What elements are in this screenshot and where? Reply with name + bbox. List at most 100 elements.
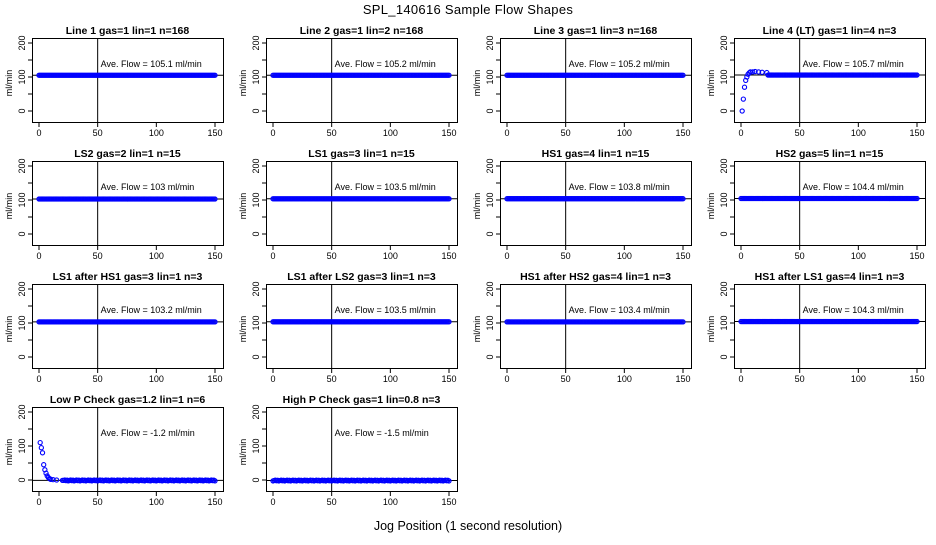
figure-title: SPL_140616 Sample Flow Shapes bbox=[362, 2, 574, 17]
chart-panel-11: HS1 after HS2 gas=4 lin=1 n=3 Ave. Flow =… bbox=[472, 271, 692, 384]
chart-panel-4: Line 4 (LT) gas=1 lin=4 n=3 Ave. Flow = 1… bbox=[706, 25, 926, 138]
chart-panel-2: Line 2 gas=1 lin=2 n=168 Ave. Flow = 105.… bbox=[238, 25, 458, 138]
x-tick-label: 50 bbox=[327, 374, 337, 384]
data-point bbox=[39, 450, 46, 456]
data-points bbox=[504, 196, 686, 202]
plot-frame bbox=[500, 161, 692, 246]
plot-frame bbox=[266, 284, 458, 369]
data-point bbox=[446, 478, 452, 484]
plot-frame bbox=[734, 161, 926, 246]
chart-panel-13: Low P Check gas=1.2 lin=1 n=6 Ave. Flow =… bbox=[4, 394, 224, 507]
y-tick-label: 100 bbox=[485, 69, 495, 84]
x-tick-label: 50 bbox=[93, 251, 103, 261]
panel-title: HS2 gas=5 lin=1 n=15 bbox=[776, 148, 884, 160]
data-points bbox=[36, 319, 218, 325]
y-axis-label: ml/min bbox=[238, 193, 248, 220]
data-point bbox=[53, 477, 60, 483]
plot-frame bbox=[266, 38, 458, 123]
average-flow-annotation: Ave. Flow = 103.8 ml/min bbox=[569, 182, 670, 192]
y-tick-label: 200 bbox=[17, 404, 27, 419]
x-tick-label: 150 bbox=[675, 251, 690, 261]
y-tick-label: 100 bbox=[17, 69, 27, 84]
average-flow-annotation: Ave. Flow = -1.5 ml/min bbox=[335, 428, 429, 438]
data-point bbox=[744, 74, 750, 80]
panel-title: HS1 gas=4 lin=1 n=15 bbox=[542, 148, 650, 160]
average-flow-annotation: Ave. Flow = 104.3 ml/min bbox=[803, 305, 904, 315]
data-points bbox=[739, 68, 920, 114]
panel-title: Line 3 gas=1 lin=3 n=168 bbox=[534, 25, 658, 37]
plot-frame bbox=[32, 38, 224, 123]
x-tick-label: 0 bbox=[270, 251, 275, 261]
y-axis-label: ml/min bbox=[706, 316, 716, 343]
y-tick-label: 200 bbox=[251, 404, 261, 419]
average-flow-annotation: Ave. Flow = 105.1 ml/min bbox=[101, 59, 202, 69]
average-flow-annotation: Ave. Flow = 105.2 ml/min bbox=[335, 59, 436, 69]
y-tick-label: 0 bbox=[17, 108, 27, 113]
y-tick-label: 0 bbox=[719, 354, 729, 359]
x-tick-label: 0 bbox=[270, 374, 275, 384]
y-axis-label: ml/min bbox=[4, 193, 14, 220]
x-tick-label: 50 bbox=[327, 251, 337, 261]
plot-frame bbox=[32, 407, 224, 492]
panel-title: Line 2 gas=1 lin=2 n=168 bbox=[300, 25, 424, 37]
data-point bbox=[37, 439, 43, 446]
y-tick-label: 100 bbox=[719, 69, 729, 84]
panel-title: High P Check gas=1 lin=0.8 n=3 bbox=[283, 394, 441, 406]
data-points bbox=[270, 196, 452, 202]
x-tick-label: 150 bbox=[207, 251, 222, 261]
x-tick-label: 100 bbox=[617, 251, 632, 261]
y-tick-label: 0 bbox=[719, 108, 729, 113]
x-tick-label: 150 bbox=[441, 251, 456, 261]
panel-title: HS1 after HS2 gas=4 lin=1 n=3 bbox=[520, 271, 671, 283]
chart-panel-10: LS1 after LS2 gas=3 lin=1 n=3 Ave. Flow =… bbox=[238, 271, 458, 384]
data-point bbox=[914, 72, 920, 78]
x-tick-label: 50 bbox=[327, 497, 337, 507]
x-tick-label: 100 bbox=[383, 374, 398, 384]
data-point bbox=[680, 196, 686, 202]
data-points bbox=[504, 319, 686, 325]
data-point bbox=[50, 477, 56, 483]
x-tick-label: 50 bbox=[93, 128, 103, 138]
y-tick-label: 200 bbox=[17, 35, 27, 50]
y-axis-label: ml/min bbox=[706, 193, 716, 220]
panel-title: LS1 gas=3 lin=1 n=15 bbox=[308, 148, 415, 160]
chart-panel-14: High P Check gas=1 lin=0.8 n=3 Ave. Flow … bbox=[238, 394, 458, 507]
y-tick-label: 200 bbox=[485, 281, 495, 296]
y-tick-label: 100 bbox=[17, 192, 27, 207]
x-tick-label: 150 bbox=[675, 374, 690, 384]
y-tick-label: 200 bbox=[251, 158, 261, 173]
data-points bbox=[36, 72, 218, 78]
data-point bbox=[740, 96, 746, 102]
plot-frame bbox=[500, 38, 692, 123]
average-flow-annotation: Ave. Flow = -1.2 ml/min bbox=[101, 428, 195, 438]
x-tick-label: 50 bbox=[561, 251, 571, 261]
panel-title: Line 1 gas=1 lin=1 n=168 bbox=[66, 25, 190, 37]
y-axis-label: ml/min bbox=[4, 70, 14, 97]
x-tick-label: 100 bbox=[383, 251, 398, 261]
y-axis-label: ml/min bbox=[238, 439, 248, 466]
y-tick-label: 200 bbox=[719, 35, 729, 50]
chart-panel-7: HS1 gas=4 lin=1 n=15 Ave. Flow = 103.8 ml… bbox=[472, 148, 692, 261]
plot-frame bbox=[734, 284, 926, 369]
x-tick-label: 0 bbox=[738, 251, 743, 261]
plot-frame bbox=[32, 284, 224, 369]
x-tick-label: 50 bbox=[561, 128, 571, 138]
x-tick-label: 0 bbox=[36, 497, 41, 507]
x-tick-label: 100 bbox=[383, 128, 398, 138]
x-tick-label: 0 bbox=[738, 128, 743, 138]
average-flow-annotation: Ave. Flow = 103.5 ml/min bbox=[335, 305, 436, 315]
y-axis-label: ml/min bbox=[238, 70, 248, 97]
chart-panel-6: LS1 gas=3 lin=1 n=15 Ave. Flow = 103.5 ml… bbox=[238, 148, 458, 261]
panel-title: Line 4 (LT) gas=1 lin=4 n=3 bbox=[763, 25, 897, 37]
y-tick-label: 200 bbox=[17, 281, 27, 296]
data-point bbox=[41, 462, 47, 468]
x-tick-label: 150 bbox=[207, 128, 222, 138]
y-axis-label: ml/min bbox=[472, 193, 482, 220]
average-flow-annotation: Ave. Flow = 105.2 ml/min bbox=[569, 59, 670, 69]
data-point bbox=[212, 196, 218, 202]
x-tick-label: 150 bbox=[909, 374, 924, 384]
plot-frame bbox=[266, 161, 458, 246]
x-tick-label: 100 bbox=[851, 128, 866, 138]
x-tick-label: 100 bbox=[851, 374, 866, 384]
